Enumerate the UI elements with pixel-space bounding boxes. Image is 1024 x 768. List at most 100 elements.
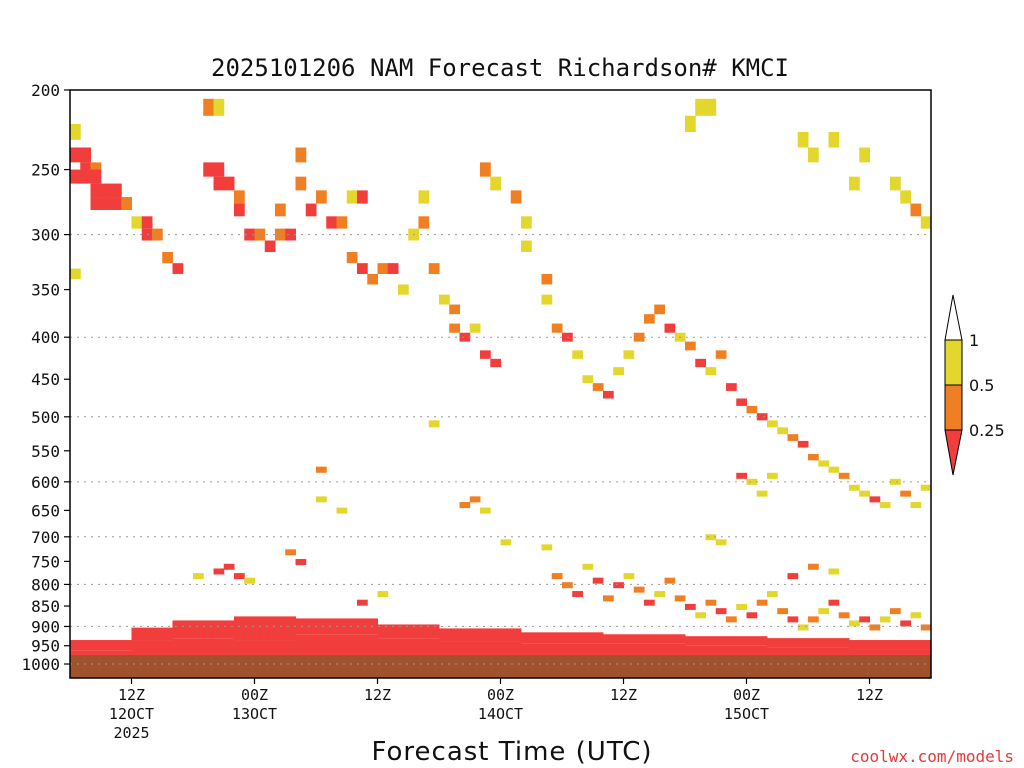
heatmap-cell	[808, 616, 819, 623]
heatmap-cell	[582, 563, 594, 570]
heatmap-cell	[828, 132, 840, 148]
heatmap-cell	[439, 294, 450, 305]
heatmap-cell	[244, 577, 255, 584]
heatmap-cell	[695, 612, 706, 619]
heatmap-cell	[428, 263, 440, 274]
heatmap-cell	[295, 559, 307, 566]
heatmap-cell	[193, 573, 204, 580]
heatmap-cell	[223, 176, 235, 191]
heatmap-cell	[910, 612, 922, 619]
y-tick-label: 300	[31, 226, 60, 245]
heatmap-cell	[275, 203, 286, 217]
heatmap-cell	[869, 496, 881, 503]
band-segment	[70, 640, 132, 651]
band-segment	[172, 638, 235, 655]
band-segment	[439, 641, 522, 655]
heatmap-cell	[428, 420, 440, 428]
heatmap-cell	[111, 183, 122, 198]
band-segment	[767, 638, 850, 648]
heatmap-cell	[305, 203, 317, 217]
heatmap-cell	[316, 496, 327, 503]
band-segment	[849, 640, 932, 650]
y-tick-label: 750	[31, 552, 60, 571]
heatmap-cell	[162, 252, 173, 264]
heatmap-cell	[572, 350, 583, 359]
heatmap-cell	[346, 252, 358, 264]
heatmap-cell	[910, 203, 922, 217]
heatmap-cell	[316, 190, 327, 204]
heatmap-cell	[623, 350, 635, 359]
heatmap-cell	[644, 599, 655, 606]
band-segment	[603, 643, 686, 655]
heatmap-cell	[715, 350, 727, 359]
heatmap-cell	[213, 176, 225, 191]
heatmap-cells	[70, 98, 932, 631]
band-segment	[131, 627, 173, 641]
y-tick-label: 800	[31, 575, 60, 594]
ground-layer	[70, 654, 931, 678]
heatmap-cell	[141, 216, 153, 229]
heatmap-cell	[746, 612, 758, 619]
heatmap-cell	[890, 608, 901, 615]
heatmap-cell	[131, 216, 143, 229]
heatmap-cell	[90, 169, 102, 184]
heatmap-cell	[859, 147, 870, 163]
heatmap-cell	[787, 434, 799, 441]
band-segment	[377, 638, 440, 655]
heatmap-cell	[726, 616, 737, 623]
heatmap-cell	[808, 563, 819, 570]
heatmap-cell	[828, 599, 840, 606]
heatmap-cell	[490, 358, 501, 368]
heatmap-cell	[603, 390, 614, 399]
heatmap-cell	[900, 490, 911, 497]
heatmap-cell	[859, 616, 870, 623]
heatmap-cell	[70, 147, 81, 163]
legend-label-0-5: 0.5	[969, 376, 994, 395]
heatmap-cell	[756, 490, 768, 497]
heatmap-cell	[664, 323, 676, 333]
heatmap-cell	[244, 228, 255, 241]
heatmap-cell	[70, 268, 81, 280]
heatmap-cell	[818, 460, 829, 467]
y-tick-label: 700	[31, 528, 60, 547]
x-tick-label: 13OCT	[232, 705, 277, 723]
x-tick-label: 12OCT	[109, 705, 154, 723]
heatmap-cell	[336, 507, 348, 514]
heatmap-cell	[90, 197, 102, 211]
heatmap-cell	[756, 599, 768, 606]
heatmap-cell	[521, 240, 532, 253]
band-segment	[295, 634, 378, 655]
heatmap-cell	[695, 98, 706, 116]
heatmap-cell	[900, 620, 911, 627]
heatmap-cell	[808, 147, 819, 163]
heatmap-cell	[695, 358, 706, 368]
heatmap-cell	[490, 176, 501, 191]
legend-arrow-bottom	[944, 429, 963, 476]
chart-title: 2025101206 NAM Forecast Richardson# KMCI	[211, 54, 789, 82]
heatmap-cell	[808, 454, 819, 461]
heatmap-cell	[705, 599, 717, 606]
heatmap-cell	[890, 478, 901, 485]
y-axis-ticks: 200 250 300 350 400 450 500 550 600 650 700 750 800 8…	[21, 81, 70, 674]
heatmap-cell	[346, 190, 358, 204]
heatmap-cell	[685, 115, 696, 133]
y-tick-label: 450	[31, 370, 60, 389]
heatmap-cell	[890, 176, 901, 191]
y-tick-label: 950	[31, 637, 60, 656]
heatmap-cell	[726, 383, 737, 391]
heatmap-cell	[715, 539, 727, 546]
x-tick-label: 12Z	[610, 686, 637, 704]
heatmap-cell	[459, 332, 471, 342]
heatmap-cell	[541, 294, 553, 305]
heatmap-cell	[613, 582, 624, 589]
heatmap-cell	[777, 427, 788, 435]
heatmap-cell	[551, 323, 563, 333]
colorbar-legend: 1 0.5 0.25	[944, 294, 1005, 476]
heatmap-cell	[685, 603, 696, 610]
heatmap-cell	[736, 603, 747, 610]
heatmap-cell	[285, 549, 296, 556]
y-tick-label: 400	[31, 328, 60, 347]
heatmap-cell	[316, 466, 327, 473]
heatmap-cell	[264, 240, 276, 253]
